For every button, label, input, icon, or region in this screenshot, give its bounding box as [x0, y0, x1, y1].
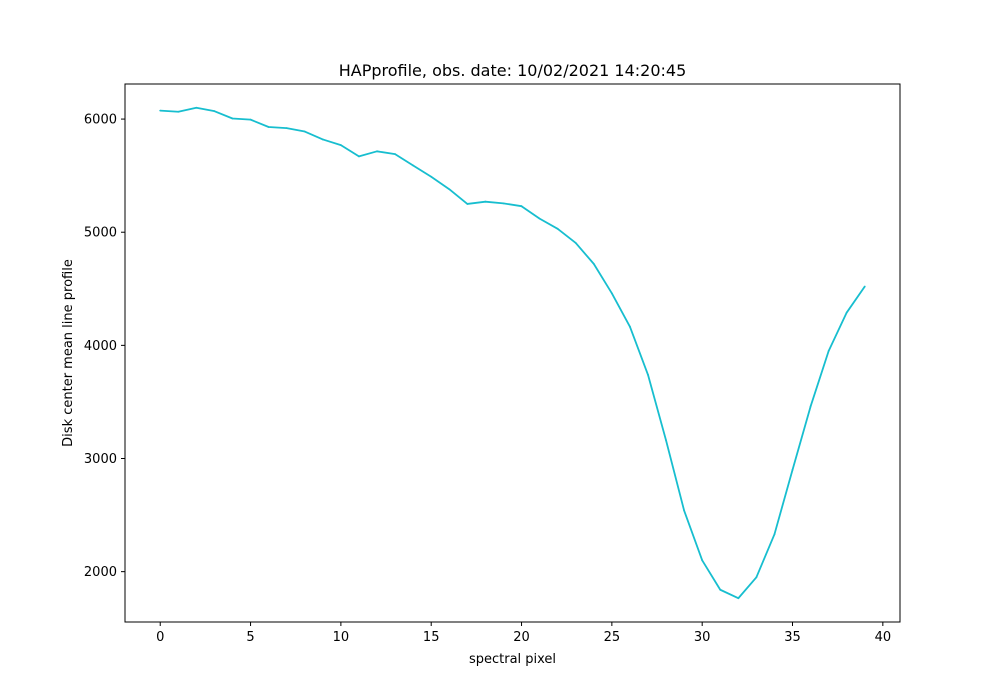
data-point	[159, 109, 162, 112]
data-point	[647, 373, 649, 376]
data-point	[177, 110, 180, 113]
x-axis-ticks: 0 5 10 15 20 25 30 35 40	[156, 622, 891, 645]
data-point	[683, 509, 686, 512]
data-point	[484, 200, 487, 203]
data-point	[195, 106, 198, 109]
data-point	[592, 262, 595, 265]
data-point	[665, 439, 667, 442]
data-point	[791, 468, 794, 471]
x-tick-label: 5	[246, 630, 254, 645]
data-point	[267, 126, 270, 128]
series-layer	[159, 106, 866, 600]
data-point	[466, 203, 469, 205]
data-point	[809, 405, 812, 408]
data-point	[321, 138, 324, 141]
y-axis-ticks: 2000 3000 4000 5000 6000	[84, 113, 125, 580]
chart-title: HAPprofile, obs. date: 10/02/2021 14:20:…	[339, 61, 687, 80]
x-tick-label: 0	[156, 630, 164, 645]
x-tick-label: 20	[513, 630, 530, 645]
data-point	[574, 242, 577, 244]
plot-area	[124, 83, 901, 623]
data-point	[755, 576, 758, 579]
x-tick-label: 15	[423, 630, 440, 645]
data-point	[339, 144, 342, 146]
data-point	[773, 533, 776, 536]
data-point	[556, 227, 559, 230]
data-point	[376, 150, 378, 153]
data-point	[448, 188, 451, 191]
x-tick-label: 35	[784, 630, 801, 645]
data-point	[863, 285, 866, 288]
data-point	[502, 202, 505, 205]
data-point	[845, 311, 848, 314]
data-point	[394, 153, 396, 156]
y-tick-label: 2000	[84, 565, 117, 580]
data-point	[610, 292, 613, 295]
y-tick-label: 4000	[84, 339, 117, 354]
data-point	[303, 130, 306, 133]
data-point	[412, 164, 415, 167]
x-tick-label: 30	[694, 630, 711, 645]
data-point	[520, 205, 523, 208]
data-point	[629, 325, 631, 328]
y-tick-label: 5000	[84, 226, 117, 241]
data-point	[231, 117, 234, 120]
series-line	[160, 106, 866, 600]
y-tick-label: 3000	[84, 452, 117, 467]
data-point	[285, 127, 288, 130]
data-point	[737, 597, 740, 600]
x-tick-label: 10	[333, 630, 350, 645]
data-point	[701, 559, 704, 562]
data-point	[249, 118, 252, 121]
x-axis-label: spectral pixel	[469, 652, 556, 667]
data-point	[719, 588, 722, 591]
x-tick-label: 25	[604, 630, 621, 645]
data-point	[827, 350, 830, 352]
data-point	[358, 155, 360, 158]
y-axis-label: Disk center mean line profile	[61, 259, 76, 447]
data-point	[538, 217, 541, 220]
data-point	[213, 110, 216, 113]
x-tick-label: 40	[875, 630, 892, 645]
y-tick-label: 6000	[84, 113, 117, 128]
data-point	[430, 175, 433, 178]
